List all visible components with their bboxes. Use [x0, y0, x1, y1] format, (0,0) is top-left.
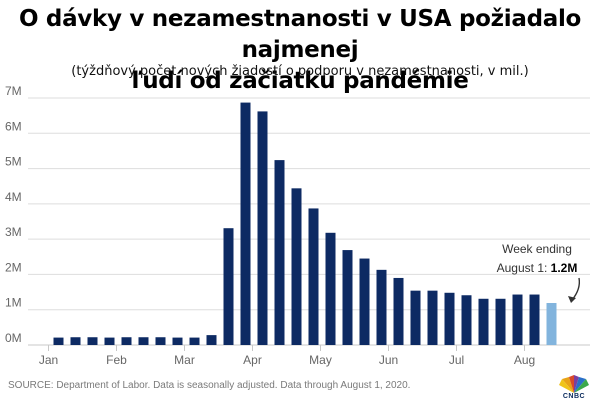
annotation-arrowhead: [568, 296, 576, 303]
bar: [70, 337, 81, 345]
annotation-line-2: August 1: 1.2M: [497, 261, 578, 275]
bar: [478, 298, 489, 345]
bar: [495, 298, 506, 345]
bar: [410, 290, 421, 345]
x-tick-label: Jul: [449, 353, 464, 367]
y-tick-label: 2M: [5, 260, 22, 274]
y-axis-ticks: 0M 1M 2M 3M 4M 5M 6M 7M: [5, 84, 22, 345]
bar: [172, 337, 183, 345]
x-tick-label: Jan: [39, 353, 58, 367]
annotation-date: August 1:: [497, 261, 551, 275]
bar: [325, 232, 336, 345]
y-tick-label: 5M: [5, 155, 22, 169]
y-tick-label: 3M: [5, 225, 22, 239]
x-tick-label: Aug: [514, 353, 535, 367]
y-tick-label: 6M: [5, 119, 22, 133]
y-tick-label: 0M: [5, 331, 22, 345]
bar: [240, 102, 251, 345]
chart-title-line-1: O dávky v nezamestnanosti v USA požiadal…: [18, 6, 582, 63]
bar: [53, 337, 64, 345]
bar: [257, 111, 268, 345]
bar: [308, 208, 319, 345]
bar: [138, 337, 149, 345]
bar: [104, 337, 115, 345]
x-tick-label: May: [309, 353, 332, 367]
bar: [291, 188, 302, 345]
bar: [427, 290, 438, 345]
bar: [155, 337, 166, 345]
cnbc-logo: CNBC: [556, 373, 592, 403]
source-note: SOURCE: Department of Labor. Data is sea…: [8, 380, 411, 391]
chart-title-line-2: ľudí od začiatku pandémie: [131, 68, 469, 94]
bar: [189, 337, 200, 345]
bar: [121, 337, 132, 345]
bar: [342, 250, 353, 345]
annotation: Week ending August 1: 1.2M: [497, 242, 581, 303]
peacock-icon: [559, 375, 589, 393]
chart-subtitle: (týždňový počet nových žiadostí o podpor…: [71, 64, 529, 79]
annotation-value: 1.2M: [551, 261, 578, 275]
y-tick-label: 4M: [5, 190, 22, 204]
y-tick-label: 1M: [5, 296, 22, 310]
bar-highlighted: [546, 303, 557, 345]
x-tick-label: Jun: [379, 353, 398, 367]
bar: [87, 337, 98, 345]
bar: [512, 294, 523, 345]
bar: [223, 228, 234, 345]
bar: [529, 294, 540, 345]
annotation-arrow: [571, 277, 581, 301]
bar: [461, 295, 472, 345]
bar: [376, 269, 387, 345]
chart-title: O dávky v nezamestnanosti v USA požiadal…: [0, 4, 600, 97]
x-tick-label: Apr: [243, 353, 262, 367]
bars: [53, 102, 557, 345]
y-tick-label: 7M: [5, 84, 22, 98]
bar: [206, 335, 217, 345]
logo-wordmark: CNBC: [562, 393, 586, 400]
x-axis-ticks: Jan Feb Mar Apr May Jun Jul Aug: [39, 345, 535, 367]
annotation-line-1: Week ending: [502, 242, 572, 256]
x-tick-label: Mar: [174, 353, 195, 367]
bar: [274, 160, 285, 345]
bar: [444, 292, 455, 345]
bar: [359, 258, 370, 345]
x-tick-label: Feb: [106, 353, 127, 367]
bar: [393, 277, 404, 345]
